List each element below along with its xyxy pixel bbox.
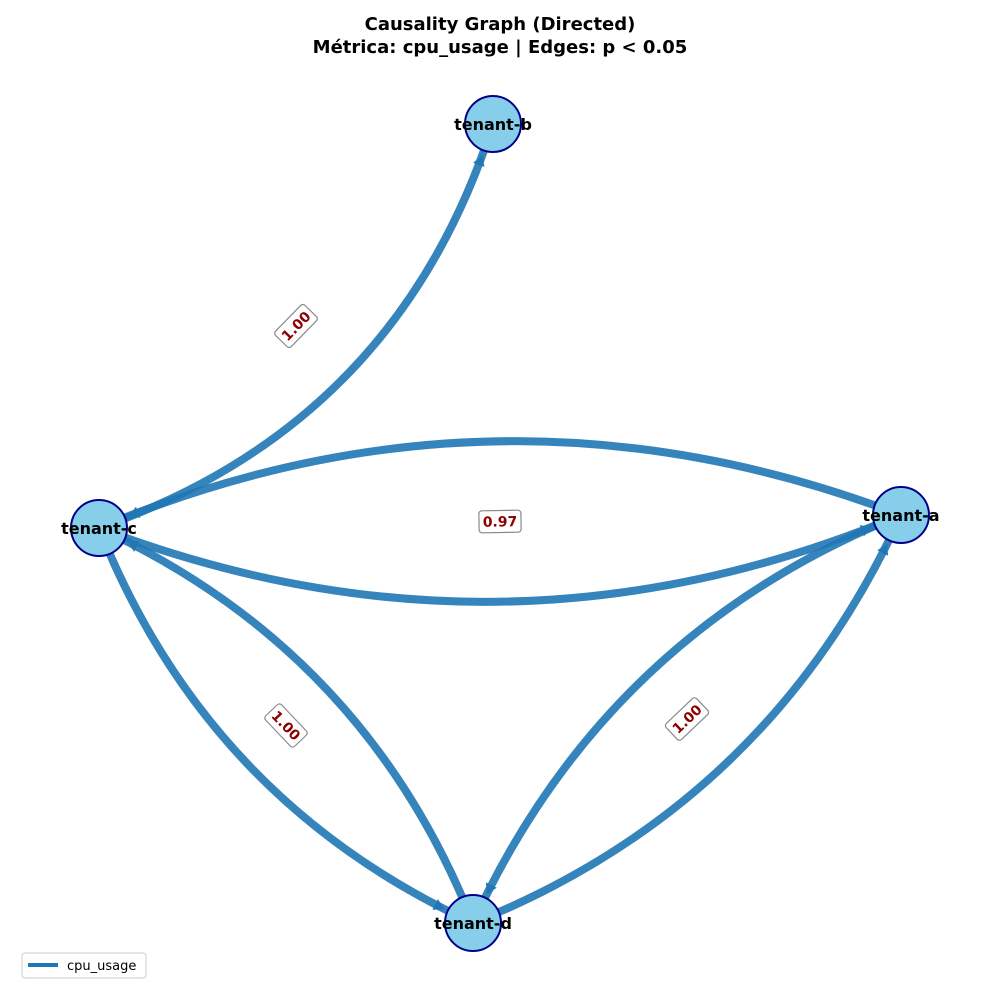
arrowhead-tenant-c-to-tenant-d	[432, 899, 445, 910]
edge-tenant-a-to-tenant-d	[469, 511, 905, 927]
legend-box	[21, 952, 147, 979]
edge-label-tenant-c-to-tenant-d: 1.00	[264, 703, 308, 748]
edge-label-tenant-a-to-tenant-d: 1.00	[664, 697, 710, 741]
node-tenant-a: tenant-a	[862, 486, 940, 544]
edge-tenant-d-to-tenant-a	[469, 511, 905, 927]
node-circle	[464, 95, 522, 153]
node-circle	[444, 894, 502, 952]
edge-label-value: 0.97	[483, 514, 518, 531]
arrowhead-tenant-a-to-tenant-c	[128, 506, 141, 518]
legend: cpu_usage	[21, 952, 147, 979]
node-label: tenant-a	[862, 506, 939, 525]
graph-title: Causality Graph (Directed)	[365, 14, 636, 35]
edge-tenant-a-to-tenant-c	[95, 437, 905, 532]
legend-label: cpu_usage	[67, 959, 136, 974]
edge-label-box	[478, 509, 522, 534]
arrowhead-tenant-d-to-tenant-a	[877, 543, 889, 556]
edge-label-tenant-c-to-tenant-b: 1.00	[274, 303, 318, 349]
arrowhead-tenant-d-to-tenant-c	[127, 541, 140, 552]
node-circle	[872, 486, 930, 544]
node-label: tenant-d	[434, 914, 512, 933]
edge-tenant-c-to-tenant-a	[95, 511, 905, 606]
arrowhead-tenant-c-to-tenant-b	[473, 155, 485, 167]
graph-subtitle: Métrica: cpu_usage | Edges: p < 0.05	[313, 37, 688, 58]
edge-label-tenant-c-to-tenant-a: 0.97	[478, 509, 522, 534]
node-label: tenant-b	[454, 115, 532, 134]
node-tenant-c: tenant-c	[61, 499, 137, 557]
edge-label-box	[664, 697, 710, 741]
edges-layer	[95, 120, 905, 927]
node-tenant-b: tenant-b	[454, 95, 532, 153]
node-circle	[70, 499, 128, 557]
nodes-layer: tenant-a tenant-b tenant-c tenant-d	[61, 95, 940, 952]
node-label: tenant-c	[61, 519, 137, 538]
edge-label-box	[264, 703, 308, 748]
arrowhead-tenant-a-to-tenant-d	[485, 882, 497, 895]
edge-label-box	[274, 303, 318, 349]
edge-tenant-c-to-tenant-d	[95, 524, 477, 927]
edge-tenant-d-to-tenant-c	[95, 524, 477, 927]
node-tenant-d: tenant-d	[434, 894, 512, 952]
